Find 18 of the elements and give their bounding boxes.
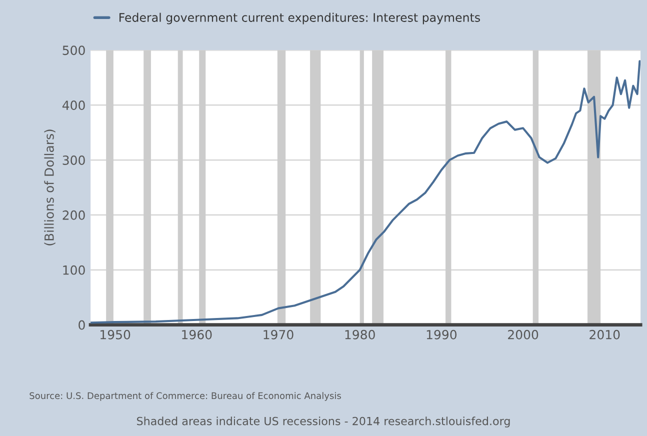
x-tick-label: 1990 (426, 330, 457, 340)
x-tick-label: 2010 (590, 330, 620, 340)
source-note: Source: U.S. Department of Commerce: Bureau of Economic Analysis (30, 392, 341, 401)
y-tick-label: 100 (63, 265, 85, 275)
y-tick-label: 0 (78, 320, 85, 330)
text: Shaded areas indicate US recessions - 2014 research.stlouisfed.org (137, 416, 510, 428)
x-tick-label: 2000 (508, 330, 538, 340)
y-tick-label: 400 (62, 100, 85, 110)
x-tick-label: 1960 (182, 330, 212, 340)
y-tick-label: 200 (62, 210, 85, 220)
line-series (90, 60, 641, 324)
x-tick-label: 1950 (100, 330, 130, 340)
legend-label: Federal government current expenditures: Interest payments (120, 12, 480, 24)
x-tick-label: 1980 (345, 330, 375, 340)
y-tick-label: 300 (62, 155, 85, 165)
y-tick-label: 500 (62, 46, 85, 56)
x-tick-label: 1970 (264, 330, 294, 340)
y-axis-title: (Billions of Dollars) (44, 130, 56, 246)
